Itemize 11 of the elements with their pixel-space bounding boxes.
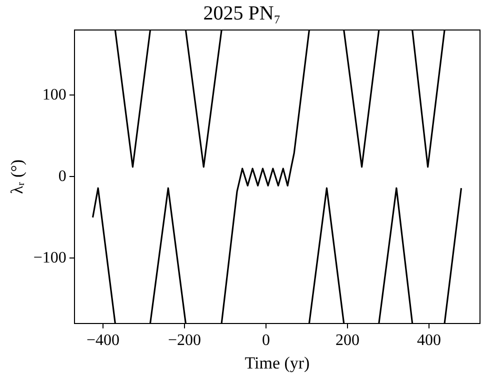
y-axis-title: λᵣ (°) bbox=[8, 159, 27, 194]
x-tick-label: 400 bbox=[417, 332, 442, 350]
y-tick-label: −100 bbox=[33, 249, 66, 266]
y-tick-label: 100 bbox=[42, 86, 66, 104]
y-tick-label: 0 bbox=[58, 168, 66, 185]
x-axis-title: Time (yr) bbox=[244, 353, 310, 372]
x-tick-label: 0 bbox=[262, 332, 270, 350]
x-tick-label: −200 bbox=[168, 332, 201, 350]
chart-title: 2025 PN₇ bbox=[203, 2, 281, 24]
x-tick-label: 200 bbox=[336, 332, 360, 350]
x-tick-label: −400 bbox=[86, 332, 120, 350]
